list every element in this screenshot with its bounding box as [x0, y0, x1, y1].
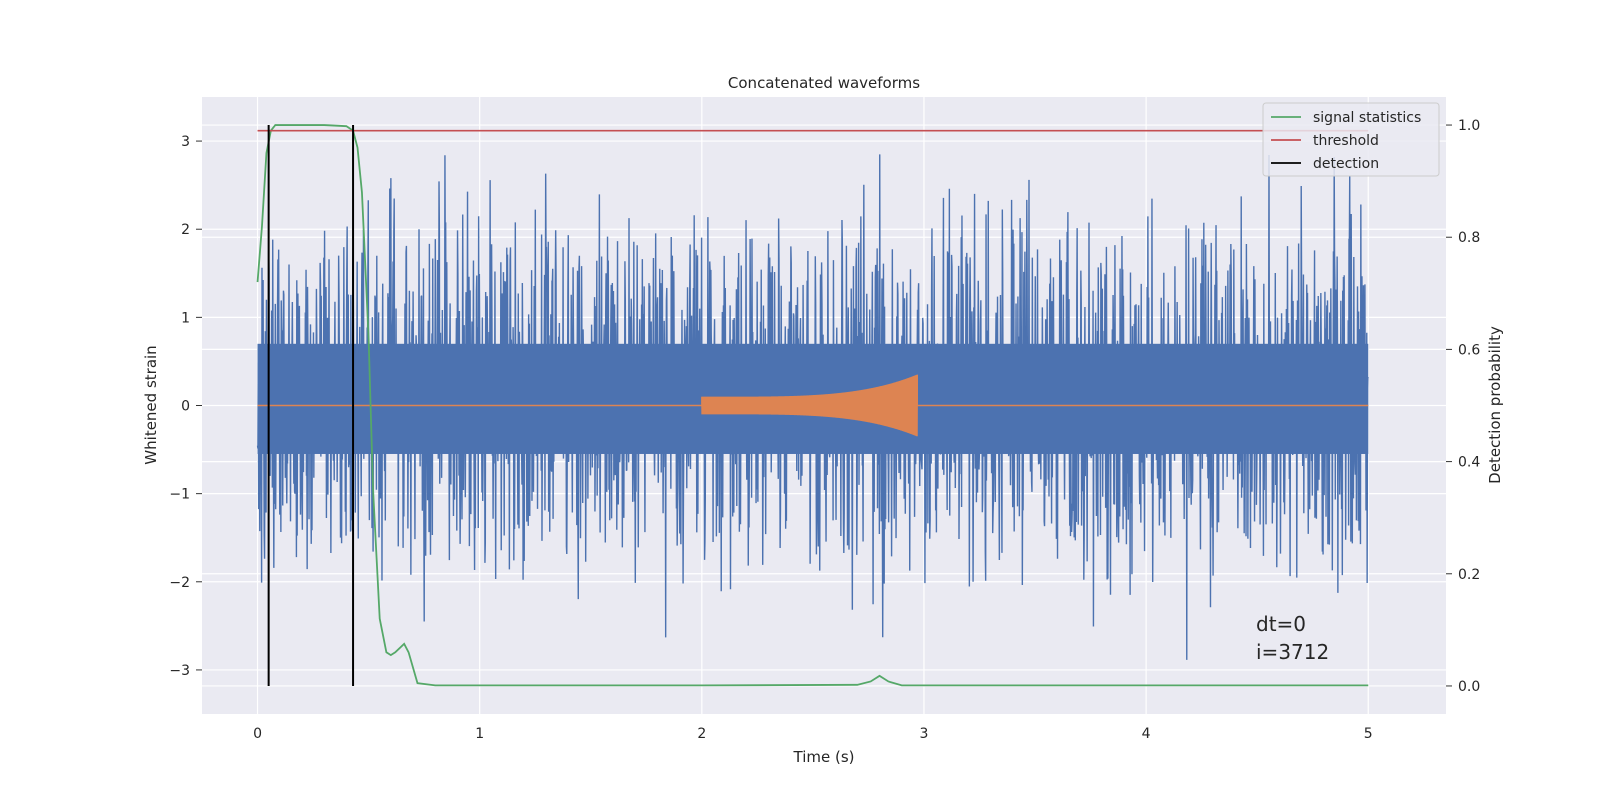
legend-box — [1262, 102, 1440, 177]
y-tick-label-left: 2 — [181, 222, 190, 238]
x-tick-label: 3 — [920, 726, 929, 742]
y-axis-label-left: Whitened strain — [142, 345, 160, 464]
y-tick-label-right: 0.6 — [1458, 342, 1480, 358]
legend: signal statistics threshold detection — [1262, 102, 1440, 177]
series-layer — [256, 124, 1369, 687]
x-tick-label: 0 — [253, 726, 262, 742]
ticks: 0 1 2 3 4 5 −3 −2 −1 0 1 2 3 0.0 0.2 0.4 0.6 0.8 1.0 — [169, 118, 1480, 742]
y-axis-label-right: Detection probability — [1486, 326, 1504, 484]
legend-label-threshold: threshold — [1313, 133, 1379, 149]
x-axis-label: Time (s) — [793, 748, 855, 766]
y-tick-label-left: −1 — [169, 487, 190, 503]
x-tick-label: 1 — [475, 726, 484, 742]
legend-label-signal-statistics: signal statistics — [1313, 110, 1421, 126]
x-tick-label: 5 — [1364, 726, 1373, 742]
annotation-i: i=3712 — [1256, 640, 1329, 664]
y-tick-label-right: 0.8 — [1458, 230, 1480, 246]
series-injected-waveform — [257, 374, 1369, 437]
y-tick-label-right: 0.4 — [1458, 455, 1480, 471]
y-tick-label-left: 0 — [181, 399, 190, 415]
series-signal-statistics — [256, 124, 1369, 687]
y-tick-label-left: −2 — [169, 575, 190, 591]
y-tick-label-right: 1.0 — [1458, 118, 1480, 134]
y-tick-label-left: −3 — [169, 663, 190, 679]
y-tick-label-right: 0.0 — [1458, 679, 1480, 695]
legend-label-detection: detection — [1313, 156, 1379, 172]
y-tick-label-right: 0.2 — [1458, 567, 1480, 583]
chart-title: Concatenated waveforms — [728, 74, 920, 92]
y-tick-label-left: 3 — [181, 134, 190, 150]
x-tick-label: 2 — [697, 726, 706, 742]
x-tick-label: 4 — [1142, 726, 1151, 742]
y-tick-label-left: 1 — [181, 310, 190, 326]
annotation-dt: dt=0 — [1256, 612, 1306, 636]
